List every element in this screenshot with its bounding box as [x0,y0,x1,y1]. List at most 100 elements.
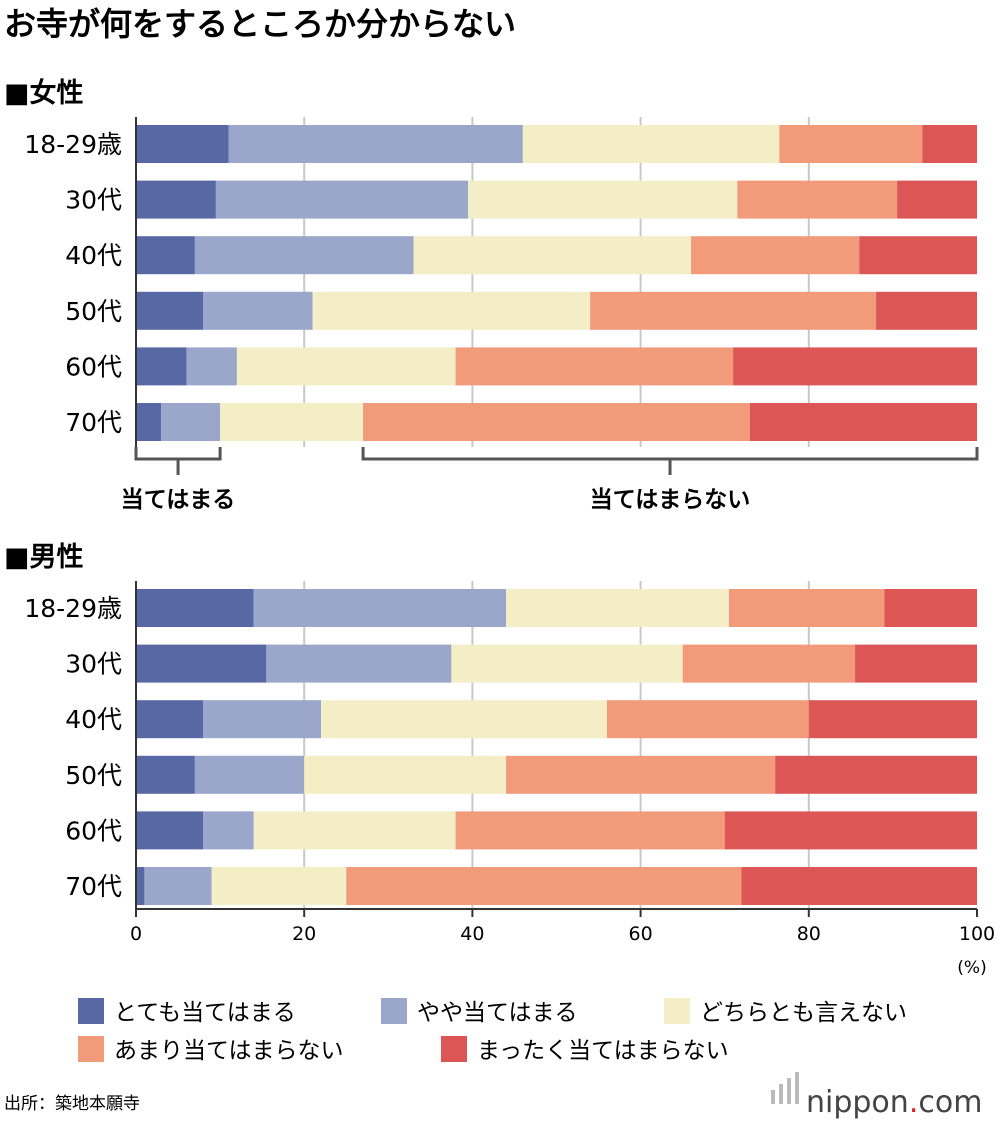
bracket-label-applies: 当てはまる [121,487,236,513]
legend-label-3: あまり当てはまらない [114,1038,344,1064]
source-note: 出所：築地本願寺 [4,1094,140,1114]
bar-p1-r3-s2 [304,755,507,794]
bar-p0-r1-s3 [737,180,898,219]
category-label-p0-2: 40代 [65,241,122,270]
bar-p0-r4-s4 [733,347,977,386]
brand-bar-0 [771,1090,775,1104]
bar-p1-r2-s0 [136,700,204,739]
legend-swatch-0 [78,998,104,1024]
legend-swatch-3 [78,1036,104,1062]
bracket-not-applies [361,447,979,475]
bar-p0-r4-s2 [236,347,456,386]
bar-p0-r3-s3 [590,291,877,330]
bar-p1-r3-s4 [775,755,977,794]
bar-p1-r1-s3 [682,644,856,683]
bar-p1-r0-s3 [728,589,885,627]
category-label-p0-5: 70代 [65,408,122,437]
brand-bar-3 [795,1072,799,1104]
bar-p0-r0-s3 [779,125,923,163]
category-label-p0-4: 60代 [65,352,122,381]
legend-label-4: まったく当てはまらない [477,1038,729,1064]
bar-p1-r1-s1 [266,644,452,683]
x-tick-label-0: 0 [130,923,142,945]
x-tick-label-5: 100 [959,923,995,945]
category-label-p0-3: 50代 [65,297,122,326]
bar-p0-r5-s3 [363,403,750,441]
brand-bars-icon [771,1072,799,1104]
bar-p1-r4-s0 [136,811,204,850]
bracket-applies [134,447,222,475]
bar-p0-r1-s2 [468,180,738,219]
bar-p0-r2-s4 [859,236,977,275]
brand-logo: nippon.com [771,1072,982,1120]
bar-p1-r3-s0 [136,755,195,794]
bar-p0-r4-s0 [136,347,187,386]
bar-p0-r1-s0 [136,180,216,219]
bar-p0-r2-s3 [691,236,860,275]
bar-p0-r0-s4 [922,125,977,163]
bar-p1-r1-s4 [855,644,977,683]
category-label-p1-1: 30代 [65,650,122,679]
bar-p1-r5-s2 [211,867,347,905]
legend-swatch-2 [664,998,690,1024]
bar-p0-r0-s1 [228,125,523,163]
category-label-p0-0: 18-29歳 [24,130,122,159]
gridlines [303,117,810,909]
x-tick-label-2: 40 [460,923,484,945]
category-label-p1-3: 50代 [65,761,122,790]
x-tick-label-4: 80 [797,923,821,945]
bar-p1-r0-s4 [884,589,977,627]
bar-p1-r0-s0 [136,589,254,627]
bar-p1-r5-s4 [741,867,977,905]
bar-p0-r0-s0 [136,125,229,163]
bar-p1-r1-s0 [136,644,267,683]
bar-p0-r5-s1 [161,403,221,441]
bar-p0-r2-s1 [194,236,414,275]
category-label-p1-2: 40代 [65,705,122,734]
category-label-p1-0: 18-29歳 [24,594,122,623]
bar-p0-r3-s2 [312,291,591,330]
x-tick-label-1: 20 [292,923,316,945]
category-label-p0-1: 30代 [65,186,122,215]
bar-p0-r4-s3 [455,347,734,386]
x-tick-label-3: 60 [629,923,653,945]
bars [136,125,977,905]
legend-label-2: どちらとも言えない [700,1000,907,1026]
bar-p1-r4-s2 [253,811,456,850]
category-label-p1-5: 70代 [65,872,122,901]
bar-p1-r2-s3 [606,700,809,739]
brand-name: nippon [806,1085,909,1120]
legend-swatch-1 [381,998,407,1024]
brand-tld: com [918,1085,982,1120]
bar-p1-r4-s1 [203,811,254,850]
bar-p0-r5-s4 [749,403,977,441]
category-label-p1-4: 60代 [65,816,122,845]
bar-p0-r3-s1 [203,291,313,330]
bar-p1-r1-s2 [451,644,683,683]
bar-p0-r1-s4 [897,180,977,219]
bar-p1-r3-s3 [506,755,776,794]
bar-p0-r3-s0 [136,291,204,330]
bar-p1-r0-s2 [506,589,729,627]
bar-p0-r2-s2 [413,236,692,275]
bar-p1-r2-s2 [321,700,607,739]
bar-p1-r5-s0 [136,867,145,905]
bar-p0-r4-s1 [186,347,237,386]
category-labels: 18-29歳 30代 40代 50代 60代 70代 18-29歳 30代 40代 50代 60代 7… [24,130,122,901]
legend-label-1: やや当てはまる [417,1000,578,1026]
bar-p1-r0-s1 [253,589,507,627]
chart-title: お寺が何をするところか分からない [4,5,516,43]
x-axis: 0 20 40 60 80 100 [130,117,995,945]
brand-bar-2 [787,1078,791,1104]
legend-label-0: とても当てはまる [114,1000,296,1026]
bar-p0-r3-s4 [876,291,977,330]
panel-title-female: ■女性 [4,77,84,109]
brackets [134,447,979,475]
bracket-label-not-applies: 当てはまらない [590,487,751,513]
bar-p1-r4-s4 [724,811,977,850]
bar-p1-r2-s4 [808,700,977,739]
bar-p1-r3-s1 [194,755,305,794]
bar-p0-r1-s1 [215,180,469,219]
